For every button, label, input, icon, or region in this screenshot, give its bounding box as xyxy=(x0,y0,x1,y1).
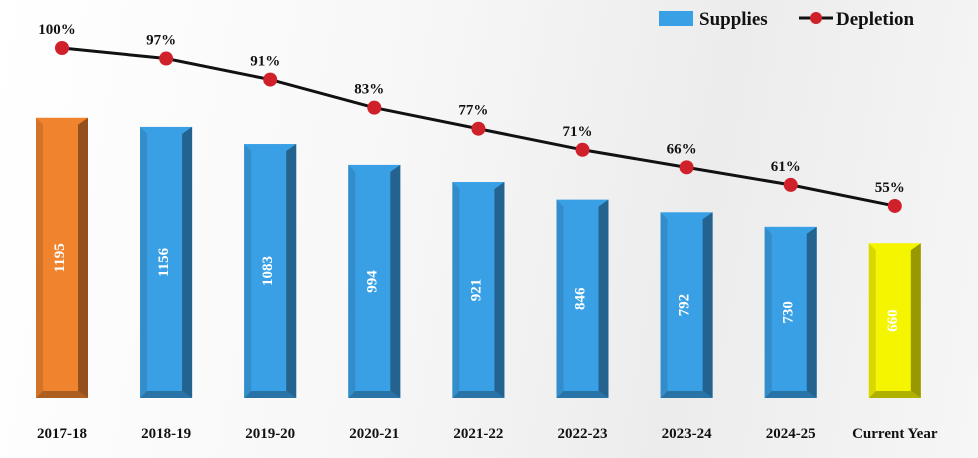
bar-bevel-right xyxy=(286,144,297,398)
bar-bevel-right xyxy=(390,164,401,398)
depletion-value-label: 91% xyxy=(250,54,280,70)
bar-bevel-left xyxy=(764,226,772,398)
x-tick-label: 2019-20 xyxy=(245,426,295,442)
legend-supplies-swatch xyxy=(659,11,693,26)
x-tick-label: 2024-25 xyxy=(766,426,816,442)
bar-value-label: 846 xyxy=(573,287,589,310)
bar-bevel-right xyxy=(494,182,505,398)
legend-depletion-label: Depletion xyxy=(836,9,915,30)
x-tick-label: 2023-24 xyxy=(662,426,712,442)
bar-value-label: 994 xyxy=(364,270,380,293)
depletion-marker xyxy=(679,160,694,175)
bar-group: 660 xyxy=(868,243,921,398)
legend-supplies-label: Supplies xyxy=(699,9,768,30)
depletion-value-label: 77% xyxy=(458,103,488,119)
bar-bevel-left xyxy=(140,126,148,398)
bar-group: 994 xyxy=(348,164,401,398)
depletion-marker xyxy=(887,198,902,213)
x-tick-label: 2020-21 xyxy=(349,426,399,442)
bar-bevel-left xyxy=(660,212,668,398)
bar-bevel-bottom xyxy=(244,391,297,398)
bar-group: 1083 xyxy=(244,144,297,398)
depletion-marker xyxy=(263,72,278,87)
x-tick-label: 2022-23 xyxy=(558,426,608,442)
bar-bevel-bottom xyxy=(868,391,921,398)
legend: Supplies Depletion xyxy=(659,9,915,30)
bar-group: 792 xyxy=(660,212,713,398)
bar-bevel-bottom xyxy=(764,391,817,398)
bar-bevel-left xyxy=(452,182,460,398)
bar-bevel-left xyxy=(556,199,564,398)
bar-group: 1156 xyxy=(140,126,193,398)
bar-bevel-left xyxy=(244,144,252,398)
bar-group: 1195 xyxy=(36,117,88,399)
depletion-marker xyxy=(159,51,174,66)
bar-value-label: 792 xyxy=(677,294,693,317)
depletion-value-label: 71% xyxy=(563,124,593,140)
depletion-value-label: 66% xyxy=(667,141,697,157)
bar-value-label: 1195 xyxy=(52,243,68,272)
x-tick-label: 2021-22 xyxy=(453,426,503,442)
bar-bevel-bottom xyxy=(660,391,713,398)
bar-bevel-bottom xyxy=(556,391,609,398)
bar-bevel-bottom xyxy=(140,391,193,398)
depletion-value-label: 97% xyxy=(146,33,176,49)
bar-bevel-left xyxy=(36,117,43,399)
bar-value-label: 1156 xyxy=(156,247,172,277)
bar-bevel-right xyxy=(598,199,609,398)
depletion-marker xyxy=(471,121,486,136)
x-tick-label: 2017-18 xyxy=(37,426,87,442)
bar-value-label: 921 xyxy=(468,279,484,302)
bar-value-label: 730 xyxy=(781,301,797,324)
bar-group: 730 xyxy=(764,226,817,398)
depletion-marker xyxy=(575,142,590,157)
bar-group: 921 xyxy=(452,182,505,398)
depletion-marker xyxy=(783,177,798,192)
bar-bevel-right xyxy=(78,117,88,399)
bar-bevel-bottom xyxy=(36,391,88,398)
bar-value-label: 1083 xyxy=(260,256,276,286)
legend-depletion-marker xyxy=(810,12,822,24)
bar-bevel-right xyxy=(702,212,713,398)
bar-bevel-bottom xyxy=(348,391,401,398)
bar-bevel-left xyxy=(348,164,356,398)
depletion-value-label: 83% xyxy=(354,82,384,98)
bar-bevel-right xyxy=(910,243,921,398)
x-tick-label: Current Year xyxy=(852,426,938,442)
bar-bevel-bottom xyxy=(452,391,505,398)
depletion-value-label: 55% xyxy=(875,180,905,196)
bar-value-label: 660 xyxy=(885,309,901,332)
depletion-marker xyxy=(55,41,69,55)
bar-group: 846 xyxy=(556,199,609,398)
x-tick-label: 2018-19 xyxy=(141,426,191,442)
depletion-value-label: 61% xyxy=(771,159,801,175)
depletion-value-label: 100% xyxy=(38,22,76,38)
depletion-marker xyxy=(367,100,382,115)
bar-bevel-right xyxy=(182,126,193,398)
bar-bevel-left xyxy=(868,243,876,398)
bar-bevel-right xyxy=(806,226,817,398)
